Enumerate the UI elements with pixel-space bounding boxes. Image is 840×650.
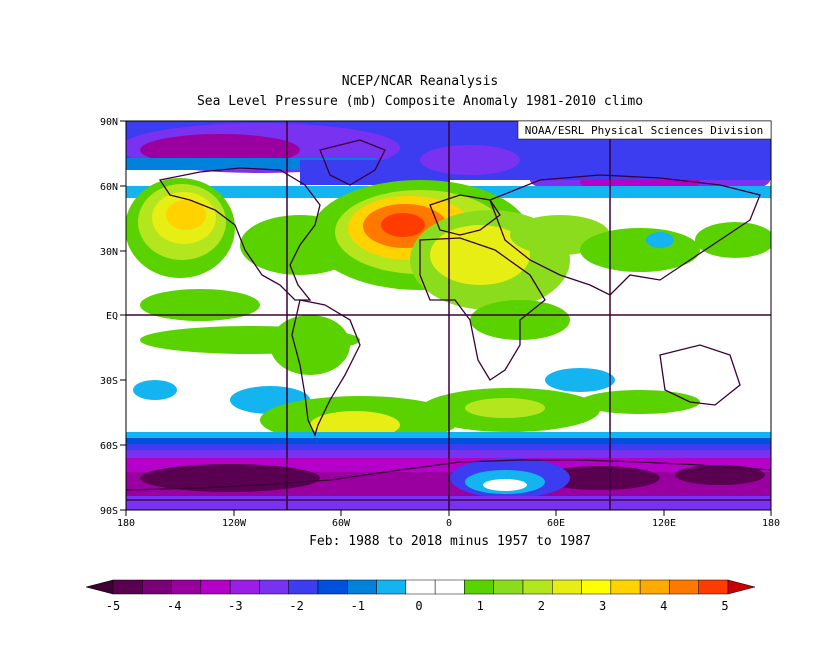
lon-label-120e: 120E [652, 518, 676, 529]
colorbar-label: -2 [289, 599, 303, 613]
lon-label-180e: 180 [762, 518, 780, 529]
lon-axis: 180 120W 60W 0 60E 120E 180 [117, 510, 780, 529]
lat-axis: 90N 60N 30N EQ 30S 60S 90S [100, 117, 126, 517]
colorbar: -5 -4 -3 -2 -1 0 1 2 3 4 5 [85, 579, 756, 613]
colorbar-label: 1 [477, 599, 484, 613]
period-caption: Feb: 1988 to 2018 minus 1957 to 1987 [309, 534, 591, 549]
colorbar-swatch [200, 579, 231, 595]
lat-label-30n: 30N [100, 247, 118, 258]
colorbar-swatch [317, 579, 348, 595]
map-subtitle: Sea Level Pressure (mb) Composite Anomal… [196, 94, 644, 109]
map-title: NCEP/NCAR Reanalysis [341, 74, 499, 89]
grid-lines [126, 121, 771, 510]
colorbar-swatch [171, 579, 202, 595]
colorbar-swatch [142, 579, 172, 595]
colorbar-label: -1 [351, 599, 365, 613]
colorbar-swatch [229, 579, 260, 595]
colorbar-swatch [288, 579, 319, 595]
colorbar-swatch [405, 579, 436, 595]
colorbar-label: 5 [721, 599, 728, 613]
colorbar-swatch [581, 579, 612, 595]
lon-label-60e: 60E [547, 518, 565, 529]
lat-label-30s: 30S [100, 376, 118, 387]
colorbar-swatch [376, 579, 407, 595]
credit-box: NOAA/ESRL Physical Sciences Division [517, 120, 772, 140]
colorbar-swatch [434, 579, 465, 595]
colorbar-swatch [639, 579, 670, 595]
colorbar-label: 3 [599, 599, 606, 613]
colorbar-swatch [552, 579, 582, 595]
colorbar-over-arrow [727, 579, 756, 595]
colorbar-swatch [259, 579, 289, 595]
coastlines [126, 139, 771, 501]
lat-label-90n: 90N [100, 117, 118, 128]
colorbar-label: -5 [106, 599, 120, 613]
lon-label-180w: 180 [117, 518, 135, 529]
colorbar-label: 2 [538, 599, 545, 613]
colorbar-label: 4 [660, 599, 667, 613]
colorbar-swatch [464, 579, 494, 595]
colorbar-label: -3 [228, 599, 242, 613]
colorbar-swatch [493, 579, 524, 595]
lat-label-60s: 60S [100, 441, 118, 452]
lon-label-0: 0 [446, 518, 452, 529]
credit-text: NOAA/ESRL Physical Sciences Division [525, 124, 763, 137]
colorbar-swatch [669, 579, 699, 595]
lat-label-90s: 90S [100, 506, 118, 517]
colorbar-swatch [522, 579, 553, 595]
colorbar-swatch [698, 579, 729, 595]
colorbar-swatch [112, 579, 143, 595]
colorbar-swatch [610, 579, 641, 595]
colorbar-under-arrow [85, 579, 114, 595]
lat-label-60n: 60N [100, 182, 118, 193]
colorbar-label: 0 [415, 599, 422, 613]
lon-label-120w: 120W [222, 518, 247, 529]
colorbar-label: -4 [167, 599, 181, 613]
lat-label-eq: EQ [106, 311, 118, 322]
colorbar-swatch [347, 579, 377, 595]
lon-label-60w: 60W [332, 518, 351, 529]
